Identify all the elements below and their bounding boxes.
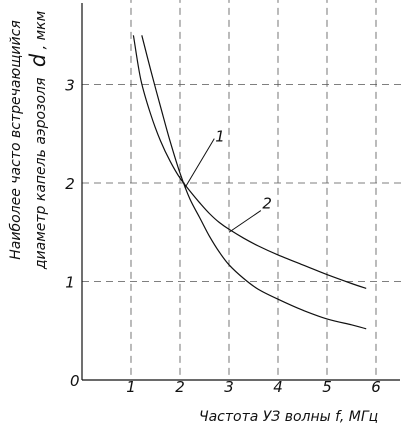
grid-lines — [82, 0, 404, 380]
y-axis-title-line1: Наиболее часто встречающийся — [8, 20, 24, 260]
origin-label: 0 — [70, 372, 80, 390]
y-tick-label: 2 — [65, 175, 75, 193]
curve-label-2: 2 — [262, 195, 272, 213]
series-1-line — [132, 35, 367, 289]
y-tick-label: 3 — [65, 77, 75, 95]
y-axis-title-line2: диаметр капель аэрозоля d , мкм — [26, 10, 50, 270]
curve-labels: 12 — [184, 128, 272, 233]
x-tick-label: 2 — [175, 378, 185, 396]
x-tick-label: 3 — [224, 378, 234, 396]
y-tick-label: 1 — [65, 274, 75, 292]
leader-line-2 — [228, 210, 262, 233]
x-tick-label: 1 — [126, 378, 136, 396]
x-tick-label: 6 — [371, 378, 381, 396]
series-2-line — [141, 35, 367, 330]
x-tick-label: 4 — [273, 378, 283, 396]
x-axis-title: Частота УЗ волны f, МГц — [199, 409, 378, 425]
x-tick-label: 5 — [322, 378, 332, 396]
y-axis-title-symbol: d — [26, 53, 50, 67]
axes — [81, 3, 400, 381]
leader-line-1 — [184, 138, 215, 189]
y-axis-title-prefix: диаметр капель аэрозоля — [33, 78, 49, 271]
curve-label-1: 1 — [215, 128, 225, 146]
series-curves — [132, 35, 367, 330]
y-axis-title-unit: , мкм — [33, 10, 49, 49]
